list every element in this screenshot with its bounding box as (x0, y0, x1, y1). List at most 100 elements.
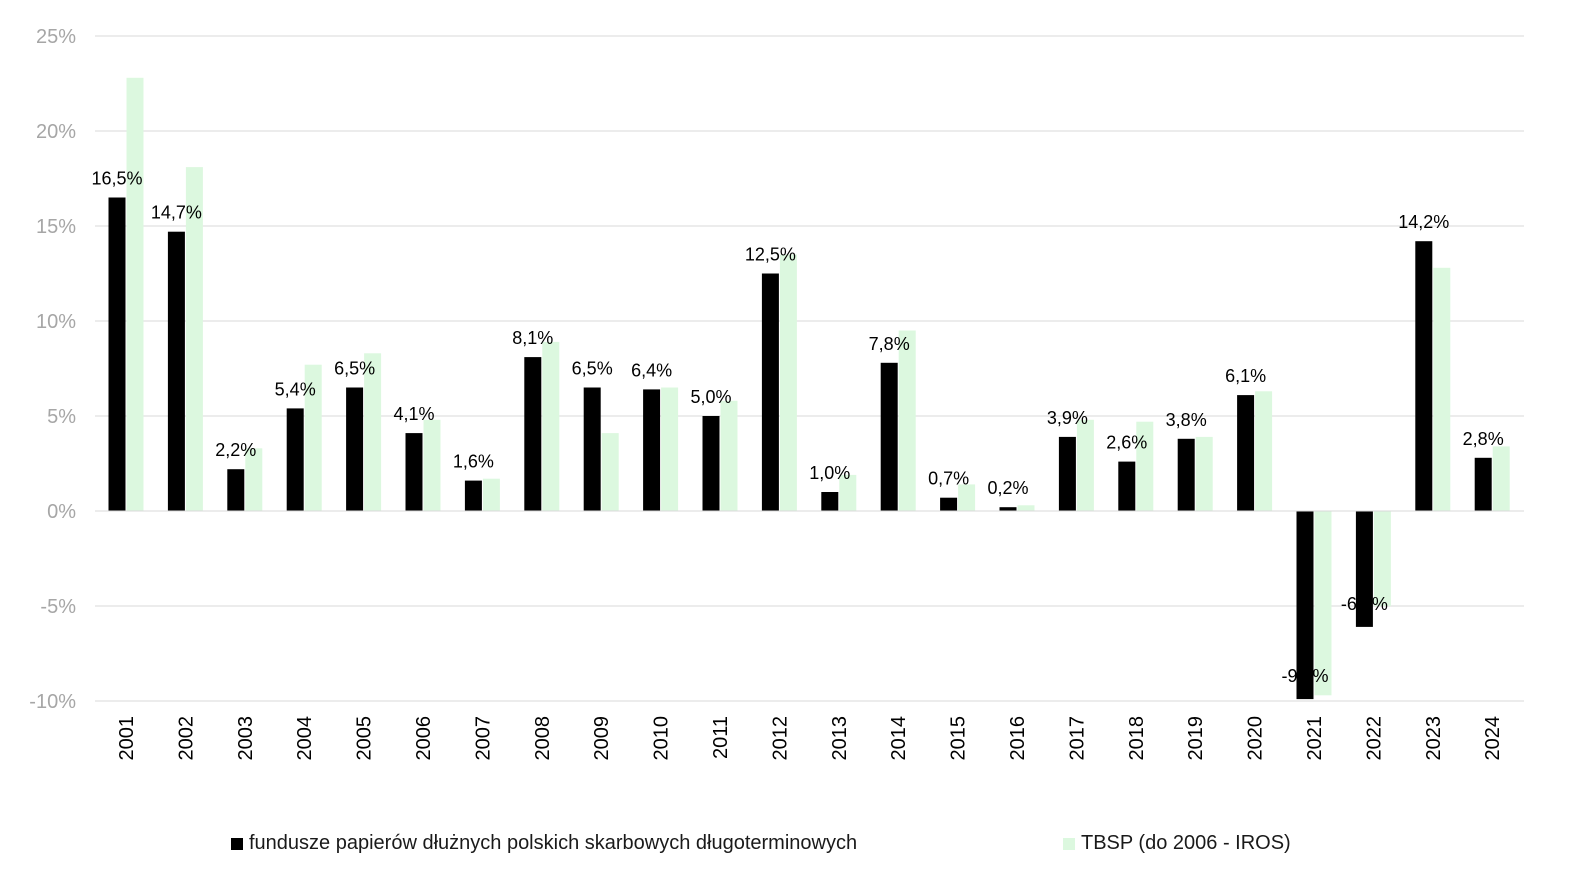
data-label: -6,1% (1341, 594, 1388, 614)
bar-funds (880, 362, 898, 511)
bar-funds (1296, 511, 1314, 700)
x-tick-label: 2019 (1185, 716, 1207, 761)
legend-label-funds: fundusze papierów dłużnych polskich skar… (249, 832, 858, 854)
y-tick-label: -10% (29, 691, 76, 713)
bar-tbsp (185, 167, 203, 511)
x-tick-label: 2024 (1482, 716, 1504, 761)
data-label: 2,8% (1463, 429, 1504, 449)
bar-tbsp (898, 330, 916, 511)
bar-funds (1355, 511, 1373, 627)
legend-swatch-tbsp (1063, 837, 1075, 850)
bar-tbsp (1492, 446, 1510, 511)
bar-tbsp (661, 387, 679, 511)
x-tick-label: 2009 (591, 716, 613, 761)
bar-funds (761, 273, 779, 511)
x-tick-label: 2022 (1363, 716, 1385, 761)
x-tick-label: 2012 (769, 716, 791, 761)
bar-tbsp (1017, 505, 1035, 511)
x-tick-label: 2003 (235, 716, 257, 761)
data-label: 2,2% (215, 440, 256, 460)
data-label: 6,1% (1225, 366, 1266, 386)
x-tick-label: 2005 (354, 716, 376, 761)
data-label: 6,5% (572, 359, 613, 379)
data-label: 3,8% (1166, 410, 1207, 430)
legend-swatch-funds (231, 837, 243, 850)
bar-funds (108, 197, 126, 511)
x-tick-label: 2010 (651, 716, 673, 761)
bar-tbsp (601, 433, 619, 511)
bar-tbsp (126, 77, 144, 512)
bar-tbsp (423, 419, 441, 511)
x-tick-label: 2016 (1007, 716, 1029, 761)
x-tick-label: 2004 (294, 716, 316, 761)
x-tick-label: 2014 (888, 716, 910, 761)
data-label: 4,1% (393, 404, 434, 424)
x-tick-label: 2008 (532, 716, 554, 761)
bar-tbsp (1136, 421, 1154, 511)
y-tick-label: 5% (47, 406, 76, 428)
bar-funds (643, 389, 661, 511)
bar-tbsp (1433, 267, 1451, 511)
bar-tbsp (245, 448, 263, 511)
x-tick-label: 2015 (948, 716, 970, 761)
x-tick-label: 2023 (1423, 716, 1445, 761)
data-label: 8,1% (512, 328, 553, 348)
data-label: 6,4% (631, 360, 672, 380)
bar-funds (1118, 461, 1136, 511)
legend-item-funds: fundusze papierów dłużnych polskich skar… (231, 832, 857, 855)
bar-tbsp (1314, 511, 1332, 696)
bar-funds (1415, 241, 1433, 511)
legend: fundusze papierów dłużnych polskich skar… (0, 832, 1572, 862)
legend-label-tbsp: TBSP (do 2006 - IROS) (1081, 832, 1291, 854)
bar-funds (405, 433, 423, 511)
bar-funds (1058, 436, 1076, 511)
data-label: 14,2% (1398, 212, 1449, 232)
bar-funds (583, 387, 601, 511)
x-tick-label: 2017 (1066, 716, 1088, 761)
bar-funds (702, 416, 720, 511)
x-tick-label: 2007 (472, 716, 494, 761)
bar-tbsp (542, 341, 560, 511)
legend-item-tbsp: TBSP (do 2006 - IROS) (1063, 832, 1291, 855)
data-label: 7,8% (869, 334, 910, 354)
bar-tbsp (482, 478, 500, 511)
data-label: 5,4% (275, 379, 316, 399)
bar-funds (821, 492, 839, 511)
data-label: 5,0% (690, 387, 731, 407)
y-tick-label: 25% (36, 26, 76, 48)
bar-funds (167, 231, 185, 511)
bar-funds (227, 469, 245, 511)
bar-tbsp (720, 400, 738, 511)
bar-tbsp (364, 353, 382, 511)
bar-funds (1237, 395, 1255, 511)
data-label: 1,6% (453, 452, 494, 472)
bar-tbsp (304, 364, 322, 511)
x-tick-label: 2020 (1245, 716, 1267, 761)
bar-funds (1177, 438, 1195, 511)
y-tick-label: 10% (36, 311, 76, 333)
bar-tbsp (1076, 419, 1094, 511)
bar-tbsp (1195, 436, 1213, 511)
data-label: 0,7% (928, 469, 969, 489)
bar-funds (524, 357, 542, 511)
bar-tbsp (1373, 511, 1391, 606)
x-tick-label: 2013 (829, 716, 851, 761)
y-tick-label: 0% (47, 501, 76, 523)
x-tick-label: 2002 (175, 716, 197, 761)
y-tick-label: -5% (40, 596, 76, 618)
data-label: 2,6% (1106, 433, 1147, 453)
x-tick-label: 2011 (710, 716, 732, 759)
bar-funds (1474, 457, 1492, 511)
data-label: 1,0% (809, 463, 850, 483)
data-label: 6,5% (334, 359, 375, 379)
data-label: 0,2% (987, 478, 1028, 498)
bar-tbsp (1255, 391, 1273, 511)
bar-funds (940, 497, 958, 511)
data-label: -9,9% (1281, 666, 1328, 686)
bar-tbsp (779, 254, 797, 511)
data-label: 14,7% (151, 203, 202, 223)
y-tick-label: 15% (36, 216, 76, 238)
bar-funds (346, 387, 364, 511)
